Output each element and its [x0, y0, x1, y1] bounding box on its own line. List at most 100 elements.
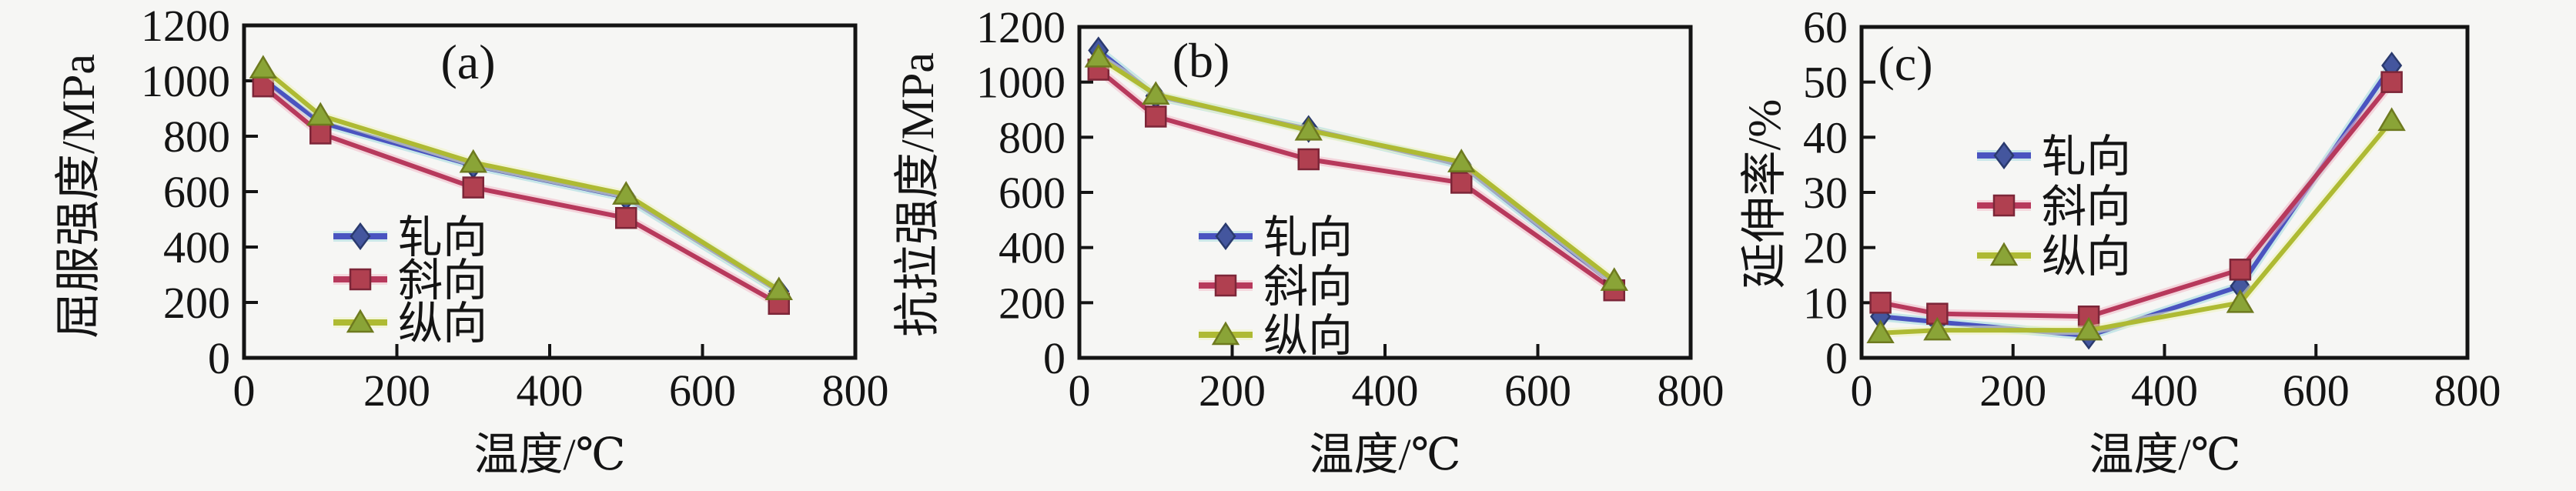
y-tick-label: 10: [1803, 278, 1848, 328]
legend-entry-纵向: 纵向: [1199, 311, 1353, 361]
x-tick-label: 600: [2283, 366, 2350, 416]
x-tick-label: 0: [233, 366, 256, 416]
legend-label-轧向: 轧向: [1263, 212, 1353, 262]
series-marker-斜向: [1297, 148, 1320, 171]
legend-marker-square-icon: [349, 268, 372, 291]
series-marker-纵向: [1294, 116, 1323, 141]
plot-box-c: [1859, 25, 2470, 360]
series-marker-纵向: [1084, 43, 1113, 68]
series-halo-轧向: [1875, 61, 2397, 341]
series-marker-斜向: [2380, 71, 2403, 93]
y-tick-label: 0: [1043, 333, 1066, 383]
series-marker-纵向: [249, 55, 278, 79]
y-tick-label: 400: [163, 222, 230, 272]
series-marker-斜向: [1450, 172, 1473, 194]
legend-entry-斜向: 斜向: [333, 256, 487, 306]
y-tick-label: 1200: [141, 1, 230, 51]
series-marker-纵向: [1923, 316, 1952, 341]
series-marker-纵向: [459, 149, 487, 173]
y-tick-label: 800: [999, 112, 1066, 162]
legend-marker-square-icon: [1214, 274, 1237, 297]
y-axis-label-c: 延伸率/%: [1739, 99, 1790, 289]
legend-entry-轧向: 轧向: [333, 212, 487, 262]
y-tick-label: 800: [163, 112, 230, 162]
plot-box-a: [242, 23, 858, 360]
series-marker-纵向: [2074, 316, 2103, 341]
legend-marker-square-icon: [1992, 194, 2016, 217]
x-tick-label: 400: [1352, 366, 1419, 416]
legend-label-轧向: 轧向: [2042, 132, 2131, 182]
y-tick-label: 20: [1803, 223, 1848, 273]
series-marker-纵向: [1447, 149, 1476, 172]
x-tick-label: 0: [1851, 366, 1873, 416]
series-marker-斜向: [615, 206, 637, 229]
legend-marker-triangle-icon: [1211, 321, 1240, 346]
legend-marker-diamond-icon: [350, 222, 371, 251]
y-axis-label-a: 屈服强度/MPa: [53, 54, 104, 339]
y-tick-label: 1000: [976, 58, 1066, 108]
y-tick-label: 0: [1825, 333, 1848, 383]
series-marker-纵向: [1600, 267, 1628, 291]
series-marker-纵向: [764, 276, 793, 301]
panel-letter-a: (a): [440, 35, 495, 89]
series-marker-纵向: [306, 102, 335, 126]
y-tick-label: 600: [999, 168, 1066, 218]
y-tick-label: 40: [1803, 112, 1848, 162]
x-tick-label: 400: [517, 366, 584, 416]
x-tick-label: 200: [1979, 366, 2046, 416]
y-tick-label: 0: [208, 333, 230, 383]
series-halo-斜向: [1875, 77, 2397, 322]
x-tick-label: 800: [1658, 366, 1725, 416]
legend-entry-轧向: 轧向: [1977, 132, 2131, 182]
legend-entry-纵向: 纵向: [333, 299, 487, 349]
legend-marker-triangle-icon: [346, 309, 375, 333]
series-marker-纵向: [612, 181, 641, 205]
plot-box-b: [1077, 25, 1693, 360]
legend-entry-纵向: 纵向: [1977, 232, 2131, 282]
y-tick-label: 400: [999, 223, 1066, 273]
series-marker-斜向: [1145, 105, 1167, 128]
x-tick-label: 200: [363, 366, 430, 416]
series-marker-纵向: [1866, 319, 1895, 343]
y-axis-label-b: 抗拉强度/MPa: [892, 52, 943, 337]
x-tick-label: 600: [1504, 366, 1571, 416]
y-tick-label: 1200: [976, 2, 1066, 52]
x-tick-label: 800: [822, 366, 889, 416]
legend-label-斜向: 斜向: [2042, 182, 2131, 232]
panel-letter-c: (c): [1878, 36, 1932, 91]
x-tick-label: 200: [1199, 366, 1266, 416]
x-axis-label-b: 温度/℃: [1310, 429, 1461, 479]
legend-label-纵向: 纵向: [398, 299, 487, 349]
series-marker-纵向: [1142, 81, 1170, 105]
legend-marker-diamond-icon: [1215, 222, 1236, 251]
panel-letter-b: (b): [1173, 33, 1230, 88]
legend-label-斜向: 斜向: [1263, 262, 1353, 312]
x-tick-label: 400: [2131, 366, 2198, 416]
series-marker-斜向: [309, 122, 332, 145]
y-tick-label: 1000: [141, 56, 230, 106]
legend-entry-斜向: 斜向: [1977, 182, 2131, 232]
legend-marker-diamond-icon: [1993, 141, 2015, 170]
panel-a: 0 200 400 600 800020040060080010001200屈服强度/M…: [53, 1, 889, 479]
legend-label-纵向: 纵向: [2042, 232, 2131, 282]
series-line-轧向: [1878, 63, 2394, 339]
series-marker-斜向: [462, 176, 484, 199]
legend-label-轧向: 轧向: [398, 212, 487, 262]
y-tick-label: 600: [163, 167, 230, 217]
x-axis-label-c: 温度/℃: [2089, 429, 2241, 479]
y-tick-label: 50: [1803, 58, 1848, 108]
y-tick-label: 60: [1803, 2, 1848, 52]
legend-label-斜向: 斜向: [398, 256, 487, 306]
series-line-斜向: [1878, 79, 2394, 319]
panel-b: 0 200 400 600 800020040060080010001200抗拉强度/M…: [892, 2, 1725, 479]
legend-entry-轧向: 轧向: [1199, 212, 1353, 262]
y-tick-label: 200: [999, 278, 1066, 328]
legend-label-纵向: 纵向: [1263, 311, 1353, 361]
y-tick-label: 200: [163, 278, 230, 328]
